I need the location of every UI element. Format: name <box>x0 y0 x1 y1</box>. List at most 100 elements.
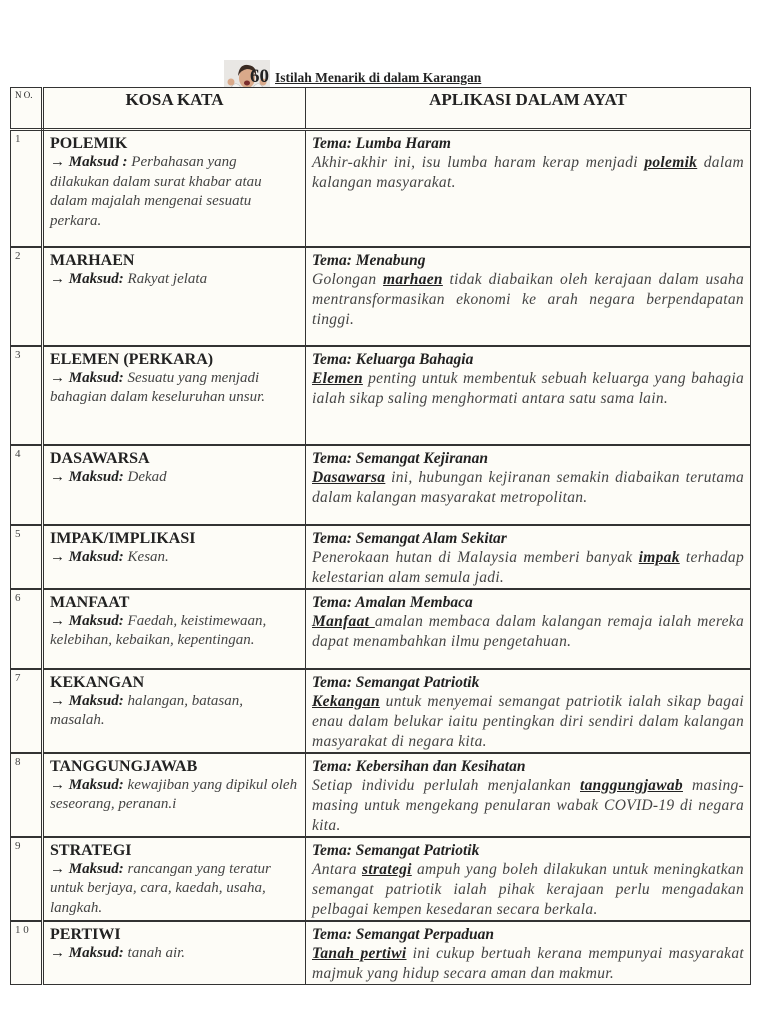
example-sentence: Setiap individu perlulah menjalankan tan… <box>312 776 744 836</box>
kosa-kata-cell: ELEMEN (PERKARA) → Maksud: Sesuatu yang m… <box>42 344 306 445</box>
aplikasi-cell: Tema: Semangat Alam Sekitar Penerokaan hu… <box>305 523 751 589</box>
sentence-keyword: Tanah pertiwi <box>312 944 407 962</box>
term: TANGGUNGJAWAB <box>50 757 198 775</box>
maksud-label: Maksud <box>68 154 119 170</box>
aplikasi-cell: Tema: Semangat Patriotik Kekangan untuk m… <box>305 667 751 753</box>
term: PERTIWI <box>50 925 121 943</box>
sentence-keyword: impak <box>638 548 680 566</box>
sentence-after: ini, hubungan kejiranan semakin diabaika… <box>312 468 744 506</box>
meaning: tanah air. <box>127 944 186 961</box>
row-number: 6 <box>10 587 44 669</box>
maksud-separator: : <box>118 468 128 485</box>
maksud-separator: : <box>118 154 132 170</box>
maksud-separator: : <box>118 369 128 386</box>
definition: → Maksud: Faedah, keistimewaan, kelebiha… <box>50 612 299 651</box>
theme: Tema: Keluarga Bahagia <box>312 350 474 368</box>
sentence-before: Setiap individu perlulah menjalankan <box>312 776 580 794</box>
aplikasi-cell: Tema: Menabung Golongan marhaen tidak dia… <box>305 245 751 346</box>
maksud-label: Maksud <box>68 468 119 485</box>
definition: → Maksud : Perbahasan yang dilakukan dal… <box>50 153 299 231</box>
theme: Tema: Semangat Perpaduan <box>312 925 494 943</box>
arrow-icon: → <box>50 548 65 565</box>
example-sentence: Penerokaan hutan di Malaysia memberi ban… <box>312 548 744 588</box>
meaning: Dekad <box>127 468 167 485</box>
kosa-kata-cell: MARHAEN → Maksud: Rakyat jelata <box>42 245 306 346</box>
table-row: 6 MANFAAT → Maksud: Faedah, keistimewaan, … <box>10 587 751 669</box>
term: STRATEGI <box>50 841 132 859</box>
definition: → Maksud: Kesan. <box>50 548 299 568</box>
maksud-separator: : <box>118 612 128 629</box>
row-number: 5 <box>10 523 44 589</box>
theme: Tema: Lumba Haram <box>312 135 451 152</box>
table-row: 9 STRATEGI → Maksud: rancangan yang teratu… <box>10 835 751 921</box>
table-row: 1 POLEMIK → Maksud : Perbahasan yang dilak… <box>10 128 751 247</box>
document-title: 60 Istilah Menarik di dalam Karangan <box>250 66 481 88</box>
aplikasi-cell: Tema: Semangat Patriotik Antara strategi … <box>305 835 751 921</box>
definition: → Maksud: kewajiban yang dipikul oleh se… <box>50 776 299 815</box>
sentence-after: untuk menyemai semangat patriotik ialah … <box>312 692 744 750</box>
theme: Tema: Semangat Patriotik <box>312 673 480 691</box>
aplikasi-cell: Tema: Amalan Membaca Manfaat amalan memba… <box>305 587 751 669</box>
theme: Tema: Menabung <box>312 251 426 269</box>
example-sentence: Antara strategi ampuh yang boleh dilakuk… <box>312 860 744 920</box>
sentence-keyword: Manfaat <box>312 612 375 630</box>
sentence-before: Golongan <box>312 270 384 288</box>
kosa-kata-cell: STRATEGI → Maksud: rancangan yang teratur… <box>42 835 306 921</box>
kosa-kata-cell: KEKANGAN → Maksud: halangan, batasan, mas… <box>42 667 306 753</box>
term: MARHAEN <box>50 251 135 269</box>
maksud-label: Maksud <box>68 776 119 793</box>
maksud-label: Maksud <box>68 944 119 961</box>
row-number: 7 <box>10 667 44 753</box>
aplikasi-cell: Tema: Kebersihan dan Kesihatan Setiap ind… <box>305 751 751 837</box>
definition: → Maksud: tanah air. <box>50 944 299 964</box>
table-row: 7 KEKANGAN → Maksud: halangan, batasan, ma… <box>10 667 751 753</box>
row-number: 2 <box>10 245 44 346</box>
sentence-keyword: polemik <box>644 154 698 171</box>
kosa-kata-cell: MANFAAT → Maksud: Faedah, keistimewaan, k… <box>42 587 306 669</box>
theme: Tema: Amalan Membaca <box>312 593 473 611</box>
sentence-keyword: Elemen <box>312 369 363 387</box>
arrow-icon: → <box>50 270 65 287</box>
maksud-label: Maksud <box>68 692 119 709</box>
example-sentence: Manfaat amalan membaca dalam kalangan re… <box>312 612 744 652</box>
meaning: Rakyat jelata <box>127 270 208 287</box>
maksud-label: Maksud <box>68 860 119 877</box>
sentence-after: tidak diabaikan oleh kerajaan dalam usah… <box>312 270 745 328</box>
arrow-icon: → <box>50 154 65 170</box>
arrow-icon: → <box>50 468 65 485</box>
maksud-separator: : <box>118 270 128 287</box>
example-sentence: Golongan marhaen tidak diabaikan oleh ke… <box>312 270 744 330</box>
term: KEKANGAN <box>50 673 145 691</box>
definition: → Maksud: Sesuatu yang menjadi bahagian … <box>50 369 299 408</box>
sentence-after: masing-masing untuk mengekang penularan … <box>312 776 745 834</box>
example-sentence: Dasawarsa ini, hubungan kejiranan semaki… <box>312 468 744 508</box>
aplikasi-cell: Tema: Semangat Kejiranan Dasawarsa ini, h… <box>305 443 751 525</box>
arrow-icon: → <box>50 612 65 629</box>
sentence-after: penting untuk membentuk sebuah keluarga … <box>312 369 744 407</box>
maksud-label: Maksud <box>68 270 119 287</box>
sentence-keyword: Dasawarsa <box>312 468 386 486</box>
meaning: Perbahasan yang dilakukan dalam surat kh… <box>50 154 262 229</box>
arrow-icon: → <box>50 692 65 709</box>
definition: → Maksud: Rakyat jelata <box>50 270 299 290</box>
sentence-before: Akhir-akhir ini, isu lumba haram kerap m… <box>312 154 645 171</box>
definition: → Maksud: rancangan yang teratur untuk b… <box>50 860 299 919</box>
header-aplikasi: APLIKASI DALAM AYAT <box>305 87 751 131</box>
arrow-icon: → <box>50 776 65 793</box>
header-kosa-kata: KOSA KATA <box>42 87 306 131</box>
sentence-after: ampuh yang boleh dilakukan untuk meningk… <box>312 860 744 918</box>
header-no: N O. <box>10 87 44 131</box>
sentence-after: dalam kalangan masyarakat. <box>312 154 744 191</box>
kosa-kata-cell: IMPAK/IMPLIKASI → Maksud: Kesan. <box>42 523 306 589</box>
sentence-before: Antara <box>312 860 363 878</box>
maksud-separator: : <box>118 776 128 793</box>
row-number: 4 <box>10 443 44 525</box>
maksud-separator: : <box>118 944 128 961</box>
meaning: Faedah, keistimewaan, kelebihan, kebaika… <box>50 612 267 649</box>
meaning: Kesan. <box>127 548 169 565</box>
row-number: 1 <box>10 128 44 247</box>
term: ELEMEN (PERKARA) <box>50 350 214 368</box>
definition: → Maksud: halangan, batasan, masalah. <box>50 692 299 731</box>
example-sentence: Akhir-akhir ini, isu lumba haram kerap m… <box>312 153 744 193</box>
meaning: rancangan yang teratur untuk berjaya, ca… <box>50 860 271 916</box>
